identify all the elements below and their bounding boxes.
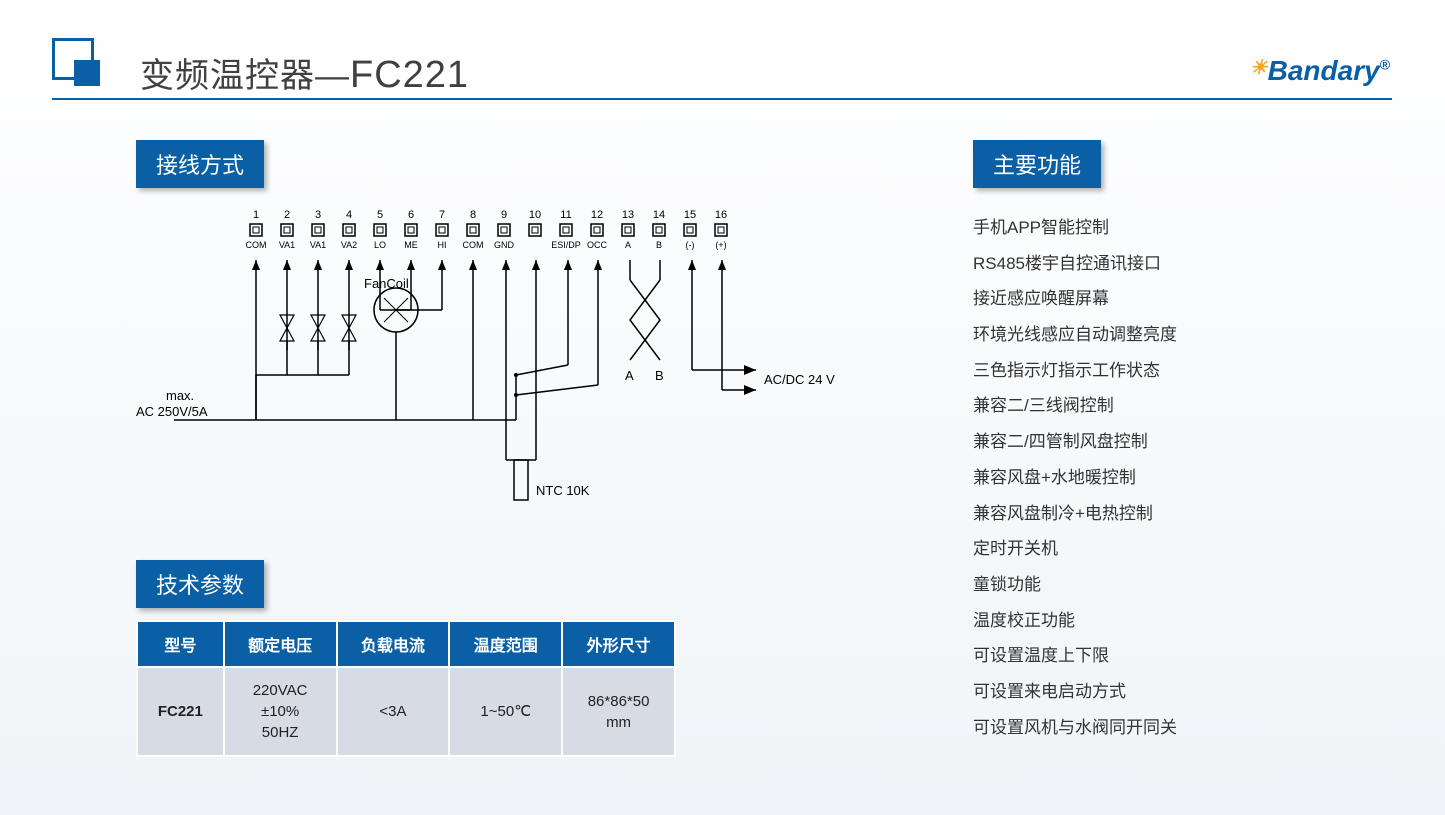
svg-text:16: 16 [715,209,727,221]
spec-col: 温度范围 [449,621,562,667]
svg-text:8: 8 [470,209,476,221]
feature-item: 环境光线感应自动调整亮度 [973,317,1373,353]
table-row: FC221220VAC±10%50HZ<3A1~50℃86*86*50mm [137,667,675,756]
feature-item: 兼容风盘制冷+电热控制 [973,496,1373,532]
spec-cell: 220VAC±10%50HZ [224,667,337,756]
header-decor-icon [52,38,102,88]
svg-text:VA1: VA1 [310,240,326,250]
feature-list: 手机APP智能控制RS485楼宇自控通讯接口接近感应唤醒屏幕环境光线感应自动调整… [973,210,1373,745]
svg-text:VA1: VA1 [279,240,295,250]
spec-cell: 86*86*50mm [562,667,675,756]
svg-text:14: 14 [653,209,665,221]
svg-text:COM: COM [246,240,267,250]
ntc-label: NTC 10K [536,483,590,498]
max-label2: AC 250V/5A [136,404,208,419]
svg-text:B: B [656,240,662,250]
title-divider [52,98,1392,100]
title-prefix: 变频温控器— [140,57,350,95]
feature-item: 兼容二/四管制风盘控制 [973,424,1373,460]
title-model: FC221 [350,54,469,96]
page-title: 变频温控器—FC221 [140,48,469,97]
svg-text:2: 2 [284,209,290,221]
svg-text:7: 7 [439,209,445,221]
spec-col: 外形尺寸 [562,621,675,667]
svg-text:1: 1 [253,209,259,221]
feature-item: 兼容风盘+水地暖控制 [973,460,1373,496]
wiring-diagram: 1 COM 2 VA1 3 VA1 4 VA2 5 LO 6 ME 7 HI 8 [136,200,856,530]
spec-col: 负载电流 [337,621,450,667]
fancoil-label: FanCoil [364,276,409,291]
logo-text: Bandary [1268,55,1380,86]
spec-col: 额定电压 [224,621,337,667]
sun-icon: ☀ [1250,57,1268,79]
spec-section-badge: 技术参数 [136,560,264,608]
svg-text:12: 12 [591,209,603,221]
feature-item: 可设置来电启动方式 [973,674,1373,710]
feature-item: 手机APP智能控制 [973,210,1373,246]
feature-item: RS485楼宇自控通讯接口 [973,246,1373,282]
features-section-badge: 主要功能 [973,140,1101,188]
feature-item: 温度校正功能 [973,603,1373,639]
svg-text:ESI/DP: ESI/DP [551,240,581,250]
feature-item: 兼容二/三线阀控制 [973,388,1373,424]
svg-text:ME: ME [404,240,418,250]
spec-cell: <3A [337,667,450,756]
svg-text:LO: LO [374,240,386,250]
svg-text:OCC: OCC [587,240,608,250]
svg-text:A: A [625,240,631,250]
ab-b: B [655,368,664,383]
wiring-section-badge: 接线方式 [136,140,264,188]
svg-text:(-): (-) [686,240,695,250]
svg-text:GND: GND [494,240,515,250]
svg-text:10: 10 [529,209,541,221]
svg-text:COM: COM [463,240,484,250]
svg-text:3: 3 [315,209,321,221]
svg-text:13: 13 [622,209,634,221]
svg-text:HI: HI [438,240,447,250]
max-label1: max. [166,388,194,403]
feature-item: 可设置风机与水阀同开同关 [973,710,1373,746]
feature-item: 三色指示灯指示工作状态 [973,353,1373,389]
svg-text:11: 11 [560,209,571,221]
svg-text:4: 4 [346,209,352,221]
spec-cell: 1~50℃ [449,667,562,756]
svg-text:5: 5 [377,209,383,221]
ab-a: A [625,368,634,383]
svg-text:9: 9 [501,209,507,221]
feature-item: 童锁功能 [973,567,1373,603]
spec-table: 型号额定电压负载电流温度范围外形尺寸 FC221220VAC±10%50HZ<3… [136,620,676,757]
svg-text:6: 6 [408,209,414,221]
spec-col: 型号 [137,621,224,667]
feature-item: 可设置温度上下限 [973,638,1373,674]
svg-text:15: 15 [684,209,696,221]
brand-logo: ☀Bandary® [1250,55,1390,87]
svg-text:VA2: VA2 [341,240,357,250]
power-label: AC/DC 24 V [764,372,835,387]
feature-item: 接近感应唤醒屏幕 [973,281,1373,317]
svg-text:(+): (+) [715,240,726,250]
feature-item: 定时开关机 [973,531,1373,567]
spec-cell: FC221 [137,667,224,756]
